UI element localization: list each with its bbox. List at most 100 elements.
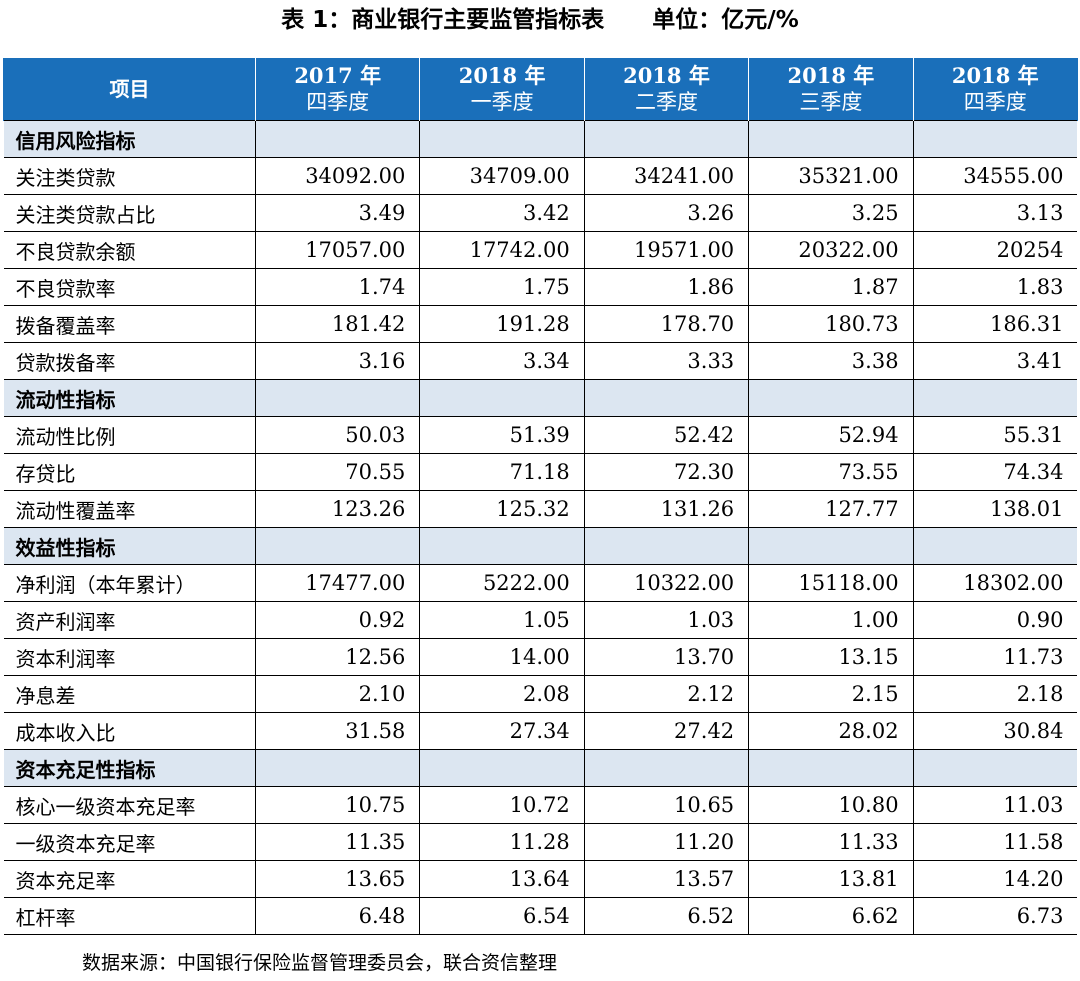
value-cell: 70.55 [254,453,421,491]
value-cell: 5222.00 [419,564,585,602]
section-empty-cell [254,749,421,787]
value-cell: 6.54 [419,897,585,935]
table-row: 资本充足率 13.65 13.64 13.57 13.81 14.20 [3,860,1078,898]
section-title: 资本充足性指标 [3,749,256,787]
value-cell: 72.30 [583,453,750,491]
value-cell: 1.87 [748,268,914,306]
value-cell: 11.35 [254,823,421,861]
value-cell: 3.41 [912,342,1078,380]
value-cell: 17057.00 [254,231,421,269]
value-cell: 11.20 [583,823,750,861]
table-row: 净息差 2.10 2.08 2.12 2.15 2.18 [3,675,1078,713]
header-row: 项目 2017 年四季度 2018 年一季度 2018 年二季度 2018 年三… [3,58,1078,121]
row-label: 流动性比例 [3,416,256,454]
value-cell: 2.10 [254,675,421,713]
table-row: 存贷比 70.55 71.18 72.30 73.55 74.34 [3,453,1078,491]
value-cell: 123.26 [254,490,421,528]
value-cell: 178.70 [583,305,750,343]
row-label: 杠杆率 [3,897,256,935]
table-row: 资本利润率 12.56 14.00 13.70 13.15 11.73 [3,638,1078,676]
value-cell: 74.34 [912,453,1078,491]
value-cell: 20322.00 [748,231,914,269]
row-label: 净息差 [3,675,256,713]
value-cell: 30.84 [912,712,1078,750]
value-cell: 186.31 [912,305,1078,343]
value-cell: 1.83 [912,268,1078,306]
value-cell: 17477.00 [254,564,421,602]
section-empty-cell [912,749,1078,787]
value-cell: 3.42 [419,194,585,232]
value-cell: 52.94 [748,416,914,454]
value-cell: 15118.00 [748,564,914,602]
value-cell: 13.64 [419,860,585,898]
row-label: 贷款拨备率 [3,342,256,380]
value-cell: 3.16 [254,342,421,380]
value-cell: 3.26 [583,194,750,232]
value-cell: 3.13 [912,194,1078,232]
header-col-2018q4: 2018 年四季度 [912,58,1078,121]
table-row: 资产利润率 0.92 1.05 1.03 1.00 0.90 [3,601,1078,639]
value-cell: 2.15 [748,675,914,713]
table-row: 不良贷款余额 17057.00 17742.00 19571.00 20322.00 20… [3,231,1078,269]
section-title: 流动性指标 [3,379,256,417]
row-label: 一级资本充足率 [3,823,256,861]
table-row: 关注类贷款占比 3.49 3.42 3.26 3.25 3.13 [3,194,1078,232]
value-cell: 18302.00 [912,564,1078,602]
value-cell: 11.58 [912,823,1078,861]
value-cell: 71.18 [419,453,585,491]
value-cell: 34092.00 [254,157,421,195]
row-label: 净利润（本年累计） [3,564,256,602]
value-cell: 34555.00 [912,157,1078,195]
value-cell: 6.48 [254,897,421,935]
value-cell: 10322.00 [583,564,750,602]
section-title: 信用风险指标 [3,120,256,158]
value-cell: 2.12 [583,675,750,713]
value-cell: 35321.00 [748,157,914,195]
value-cell: 1.74 [254,268,421,306]
value-cell: 13.15 [748,638,914,676]
section-empty-cell [254,120,421,158]
row-label: 流动性覆盖率 [3,490,256,528]
header-item: 项目 [3,58,256,121]
value-cell: 0.92 [254,601,421,639]
section-title: 效益性指标 [3,527,256,565]
table-row: 不良贷款率 1.74 1.75 1.86 1.87 1.83 [3,268,1078,306]
header-quarter: 二季度 [634,90,698,114]
value-cell: 13.65 [254,860,421,898]
value-cell: 27.42 [583,712,750,750]
section-empty-cell [419,749,585,787]
table-row: 拨备覆盖率 181.42 191.28 178.70 180.73 186.31 [3,305,1078,343]
section-empty-cell [912,120,1078,158]
data-source-note: 数据来源：中国银行保险监督管理委员会，联合资信整理 [82,952,558,974]
value-cell: 1.00 [748,601,914,639]
value-cell: 6.62 [748,897,914,935]
value-cell: 50.03 [254,416,421,454]
value-cell: 17742.00 [419,231,585,269]
section-empty-cell [254,379,421,417]
value-cell: 14.20 [912,860,1078,898]
value-cell: 13.57 [583,860,750,898]
section-empty-cell [419,379,585,417]
value-cell: 2.08 [419,675,585,713]
section-empty-cell [912,379,1078,417]
header-col-2018q3: 2018 年三季度 [748,58,914,121]
indicator-table: 项目 2017 年四季度 2018 年一季度 2018 年二季度 2018 年三… [3,58,1078,935]
header-quarter: 四季度 [963,90,1027,114]
section-row: 信用风险指标 [3,120,1078,158]
value-cell: 3.38 [748,342,914,380]
table-row: 杠杆率 6.48 6.54 6.52 6.62 6.73 [3,897,1078,935]
value-cell: 13.81 [748,860,914,898]
value-cell: 12.56 [254,638,421,676]
value-cell: 191.28 [419,305,585,343]
row-label: 拨备覆盖率 [3,305,256,343]
header-quarter: 四季度 [306,90,370,114]
header-year: 2017 年 [294,63,382,88]
table-row: 核心一级资本充足率 10.75 10.72 10.65 10.80 11.03 [3,786,1078,824]
row-label: 核心一级资本充足率 [3,786,256,824]
section-empty-cell [419,120,585,158]
value-cell: 1.86 [583,268,750,306]
value-cell: 127.77 [748,490,914,528]
table-row: 关注类贷款 34092.00 34709.00 34241.00 35321.00 345… [3,157,1078,195]
header-year: 2018 年 [458,63,546,88]
value-cell: 6.52 [583,897,750,935]
